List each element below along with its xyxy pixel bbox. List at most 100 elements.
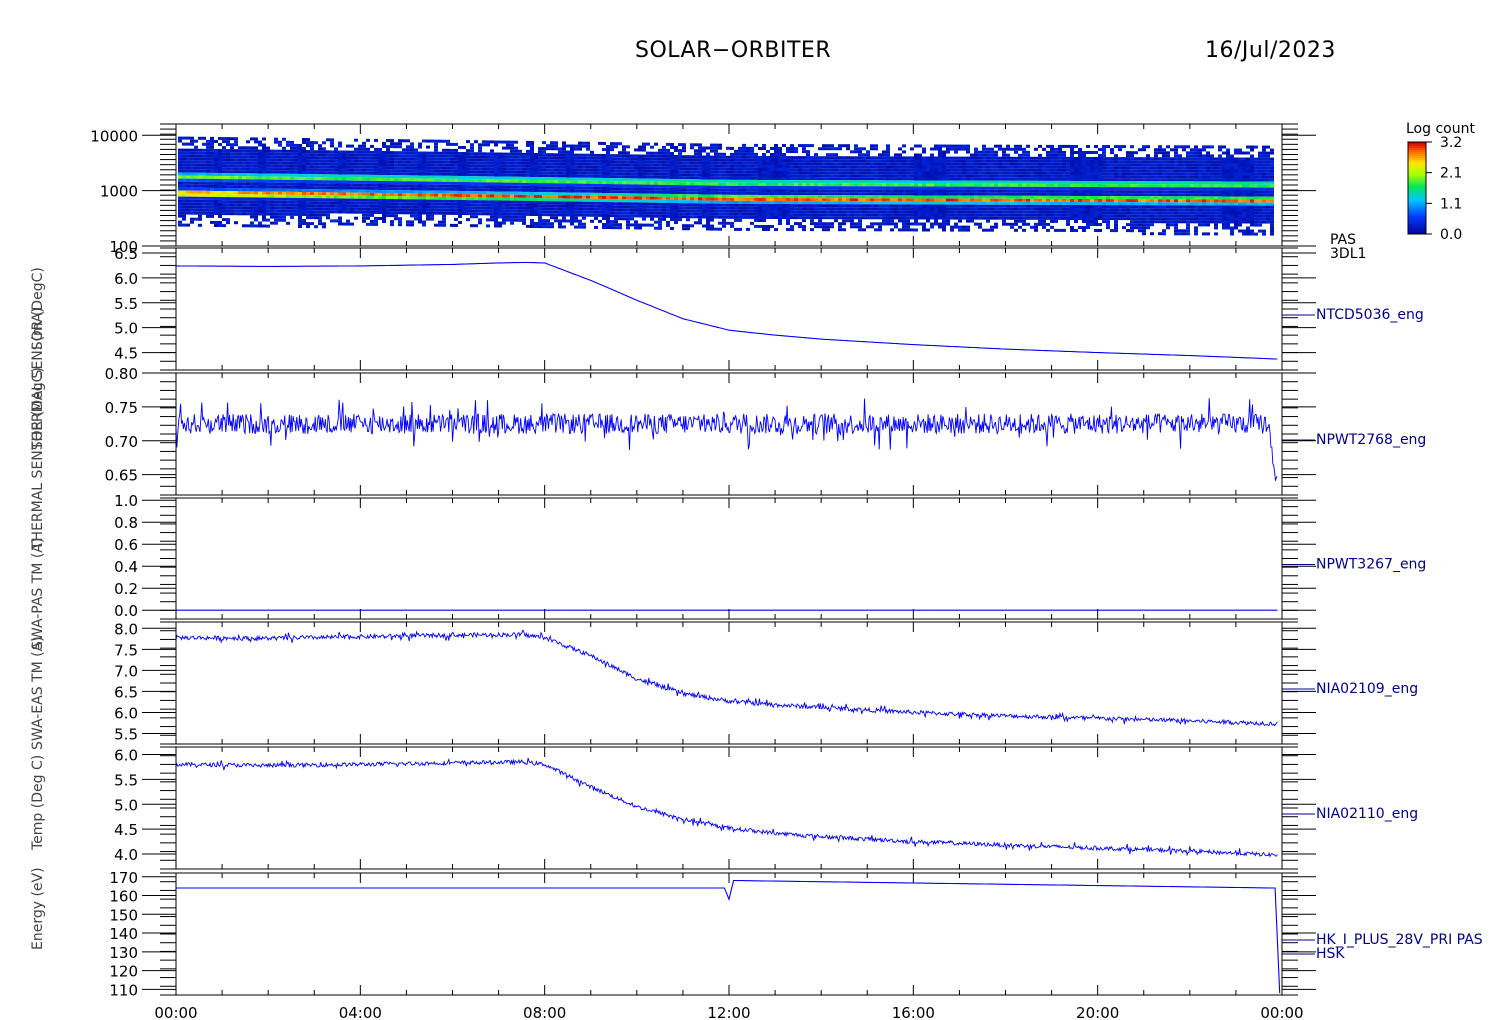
heatmap-cell [238, 188, 242, 192]
heatmap-cell [706, 218, 710, 222]
heatmap-cell [418, 166, 422, 170]
heatmap-cell [930, 201, 934, 205]
heatmap-cell [926, 210, 930, 214]
heatmap-cell [862, 201, 866, 205]
heatmap-cell [266, 206, 270, 210]
heatmap-cell [922, 174, 926, 178]
heatmap-cell [522, 188, 526, 192]
heatmap-cell [802, 195, 806, 199]
heatmap-cell [606, 169, 610, 172]
heatmap-cell [862, 192, 866, 196]
heatmap-cell [238, 212, 242, 216]
heatmap-cell [586, 171, 590, 175]
heatmap-cell [198, 163, 202, 167]
heatmap-cell [570, 162, 574, 166]
heatmap-cell [382, 163, 386, 166]
heatmap-cell [862, 204, 866, 208]
heatmap-cell [282, 209, 286, 213]
heatmap-cell [702, 146, 706, 150]
heatmap-cell [782, 165, 786, 168]
heatmap-cell [670, 206, 674, 209]
heatmap-cell [962, 144, 966, 148]
heatmap-cell [230, 182, 234, 186]
heatmap-cell [330, 174, 334, 178]
heatmap-cell [594, 201, 598, 205]
heatmap-cell [958, 144, 962, 148]
heatmap-cell [646, 172, 650, 176]
heatmap-cell [422, 190, 426, 194]
heatmap-cell [630, 217, 634, 221]
heatmap-cell [706, 158, 710, 162]
heatmap-cell [470, 170, 474, 174]
heatmap-cell [782, 183, 786, 186]
heatmap-cell [950, 195, 954, 199]
heatmap-cell [330, 204, 334, 208]
heatmap-cell [434, 178, 438, 182]
heatmap-cell [826, 171, 830, 175]
heatmap-cell [190, 208, 194, 212]
heatmap-cell [474, 191, 478, 195]
heatmap-cell [450, 151, 454, 155]
heatmap-cell [662, 196, 666, 200]
heatmap-cell [262, 185, 266, 189]
heatmap-cell [270, 149, 274, 153]
heatmap-cell [418, 157, 422, 161]
heatmap-cell [570, 180, 574, 184]
heatmap-cell [806, 171, 810, 175]
heatmap-cell [950, 174, 954, 178]
heatmap-cell [322, 207, 326, 211]
heatmap-cell [318, 159, 322, 163]
heatmap-cell [914, 195, 918, 199]
heatmap-cell [798, 156, 802, 160]
heatmap-cell [438, 181, 442, 185]
heatmap-cell [938, 198, 942, 202]
heatmap-cell [826, 168, 830, 172]
heatmap-cell [746, 170, 750, 174]
heatmap-cell [418, 142, 422, 146]
heatmap-cell [678, 158, 682, 162]
heatmap-cell [278, 191, 282, 195]
heatmap-cell [710, 206, 714, 210]
heatmap-cell [818, 201, 822, 205]
heatmap-cell [890, 201, 894, 205]
heatmap-cell [206, 151, 210, 155]
heatmap-cell [246, 200, 250, 204]
heatmap-cell [330, 189, 334, 193]
heatmap-cell [282, 215, 286, 219]
heatmap-cell [262, 152, 266, 156]
heatmap-cell [346, 201, 350, 205]
heatmap-cell [734, 227, 738, 231]
heatmap-cell [522, 158, 526, 162]
heatmap-cell [390, 139, 394, 143]
heatmap-cell [366, 177, 370, 181]
heatmap-cell [666, 202, 670, 206]
heatmap-cell [410, 223, 414, 227]
heatmap-cell [566, 201, 570, 205]
heatmap-cell [338, 171, 342, 175]
heatmap-cell [330, 162, 334, 166]
heatmap-cell [382, 193, 386, 196]
heatmap-cell [802, 162, 806, 166]
heatmap-cell [602, 160, 606, 163]
heatmap-cell [506, 206, 510, 210]
heatmap-cell [362, 216, 366, 220]
heatmap-cell [682, 155, 686, 159]
heatmap-cell [222, 170, 226, 174]
heatmap-cell [298, 210, 302, 213]
heatmap-cell [186, 202, 190, 206]
heatmap-cell [450, 154, 454, 158]
heatmap-cell [378, 151, 382, 154]
heatmap-cell [494, 179, 498, 183]
heatmap-cell [694, 182, 698, 186]
heatmap-cell [410, 202, 414, 206]
heatmap-cell [726, 221, 730, 225]
heatmap-cell [414, 178, 418, 182]
heatmap-cell [506, 161, 510, 165]
heatmap-cell [626, 211, 630, 215]
heatmap-cell [854, 201, 858, 205]
heatmap-cell [502, 173, 506, 177]
heatmap-cell [454, 187, 458, 191]
heatmap-cell [510, 185, 514, 189]
heatmap-cell [638, 223, 642, 227]
heatmap-cell [690, 215, 694, 219]
